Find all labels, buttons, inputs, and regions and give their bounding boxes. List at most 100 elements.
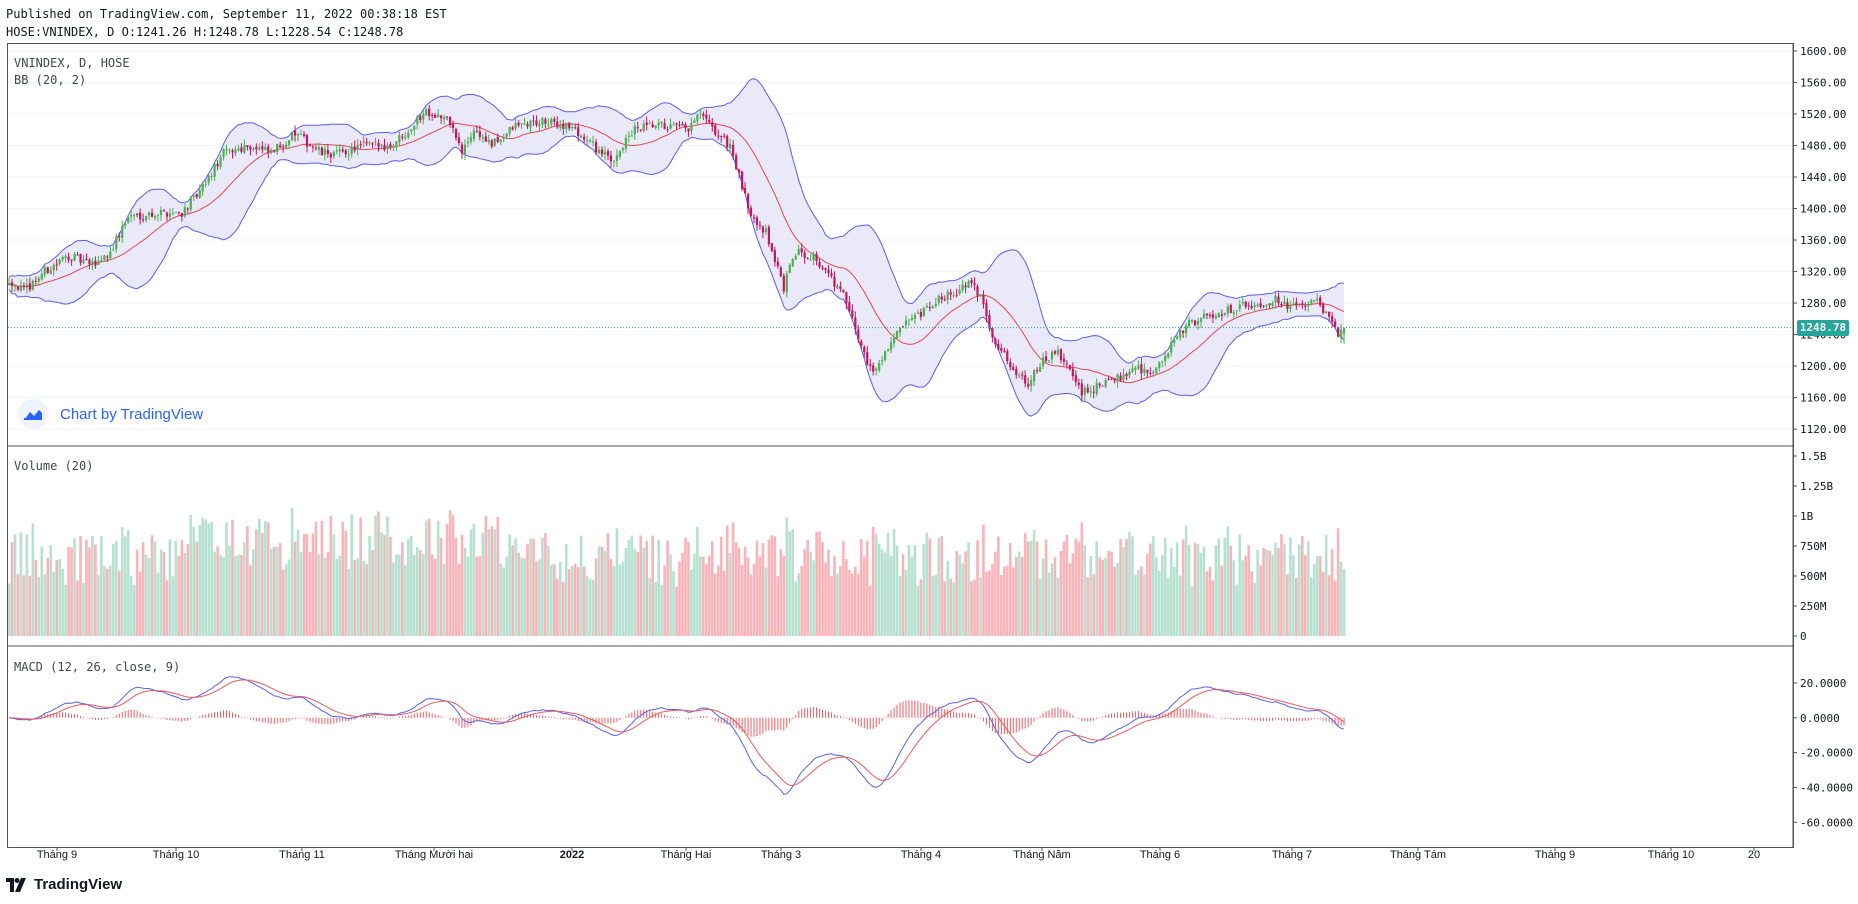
- candle-body: [401, 136, 404, 138]
- volume-bar: [523, 558, 526, 636]
- volume-bar: [1220, 565, 1224, 636]
- volume-bar: [597, 546, 601, 636]
- volume-bar: [752, 564, 756, 636]
- candle-body: [1021, 374, 1024, 376]
- volume-bar: [377, 511, 380, 636]
- volume-bar: [949, 578, 952, 636]
- candle-body: [556, 121, 559, 128]
- tradingview-brand[interactable]: TradingView: [6, 876, 122, 893]
- volume-bar: [305, 533, 309, 636]
- volume-bar: [183, 552, 187, 636]
- published-header: Published on TradingView.com, September …: [6, 7, 447, 21]
- candle-body: [127, 216, 130, 223]
- volume-bar: [1187, 544, 1191, 636]
- volume-bar: [1038, 579, 1042, 636]
- volume-bar: [1101, 559, 1104, 636]
- volume-bar: [785, 517, 789, 636]
- candle-body: [156, 214, 160, 216]
- chart-by-tradingview[interactable]: Chart by TradingView: [18, 399, 203, 429]
- candle-body: [1155, 367, 1158, 374]
- candle-body: [606, 151, 610, 156]
- x-tick-label: Tháng 7: [1272, 849, 1312, 861]
- candle-body: [1080, 383, 1083, 396]
- volume-bar: [737, 547, 741, 636]
- volume-bar: [1253, 582, 1256, 636]
- volume-bar: [1155, 557, 1158, 636]
- volume-bar: [487, 529, 491, 636]
- candle-body: [1238, 304, 1241, 310]
- volume-bar: [594, 558, 598, 636]
- candle-body: [714, 125, 717, 135]
- volume-bar: [621, 561, 625, 636]
- volume-bar: [255, 529, 258, 636]
- volume-bar: [767, 539, 771, 636]
- volume-bar: [1020, 556, 1024, 636]
- candle-body: [806, 258, 809, 260]
- volume-bar: [696, 526, 699, 636]
- candle-body: [37, 278, 40, 282]
- volume-bar: [1229, 545, 1233, 636]
- candle-body: [535, 120, 538, 125]
- volume-bar: [1241, 560, 1245, 636]
- chart-frame: [7, 43, 1794, 848]
- volume-bar: [1160, 555, 1164, 636]
- candle-body: [1244, 301, 1247, 307]
- volume-bar: [1271, 554, 1274, 636]
- volume-bar: [603, 550, 607, 636]
- x-tick-label: Tháng 9: [1535, 849, 1575, 861]
- price-tick-label: 1280.00: [1800, 297, 1846, 310]
- candle-body: [1038, 367, 1042, 372]
- volume-bar: [1074, 538, 1078, 636]
- candle-body: [815, 254, 818, 261]
- candle-body: [1289, 305, 1292, 309]
- candle-body: [1301, 303, 1304, 306]
- candle-body: [752, 217, 756, 219]
- volume-bar: [1014, 556, 1018, 636]
- candle-body: [580, 135, 583, 138]
- candle-body: [204, 183, 207, 185]
- candle-body: [299, 133, 303, 135]
- candle-body: [150, 212, 154, 217]
- volume-bar: [907, 545, 911, 636]
- volume-bar: [1137, 569, 1140, 636]
- volume-bar: [1032, 530, 1036, 636]
- candle-body: [1235, 310, 1238, 312]
- volume-bar: [672, 571, 675, 636]
- candle-body: [609, 155, 613, 162]
- candle-body: [419, 115, 422, 121]
- volume-bar: [1178, 575, 1182, 636]
- volume-bar: [1208, 566, 1212, 636]
- volume-bar: [779, 549, 783, 636]
- volume-bar: [1274, 542, 1277, 636]
- symbol-label: VNINDEX, D, HOSE: [14, 56, 130, 70]
- volume-bar: [627, 540, 631, 636]
- macd-indicator-label[interactable]: MACD (12, 26, close, 9): [14, 660, 181, 674]
- candle-body: [1283, 301, 1286, 305]
- candle-body: [931, 306, 934, 308]
- candle-body: [276, 144, 279, 152]
- volume-bar: [234, 555, 237, 636]
- volume-bar: [606, 533, 610, 636]
- candle-body: [717, 135, 720, 137]
- volume-bar: [886, 532, 890, 636]
- candle-body: [633, 125, 636, 135]
- candle-body: [1259, 303, 1262, 307]
- x-tick-label: Tháng 11: [279, 849, 325, 861]
- volume-indicator-label[interactable]: Volume (20): [14, 459, 94, 473]
- x-tick-label: 20: [1748, 849, 1760, 861]
- candle-body: [133, 215, 136, 217]
- candle-body: [1190, 319, 1194, 322]
- volume-bar: [681, 552, 684, 636]
- candle-body: [1196, 320, 1200, 325]
- volume-bar: [782, 555, 786, 636]
- candle-body: [895, 331, 899, 339]
- bb-indicator-label[interactable]: BB (20, 2): [14, 73, 87, 87]
- volume-bar: [1119, 539, 1122, 636]
- candle-body: [171, 213, 174, 215]
- candle-body: [22, 286, 25, 288]
- volume-bar: [758, 556, 762, 636]
- candle-body: [460, 144, 464, 154]
- volume-bar: [943, 581, 947, 636]
- volume-bar: [1035, 541, 1039, 636]
